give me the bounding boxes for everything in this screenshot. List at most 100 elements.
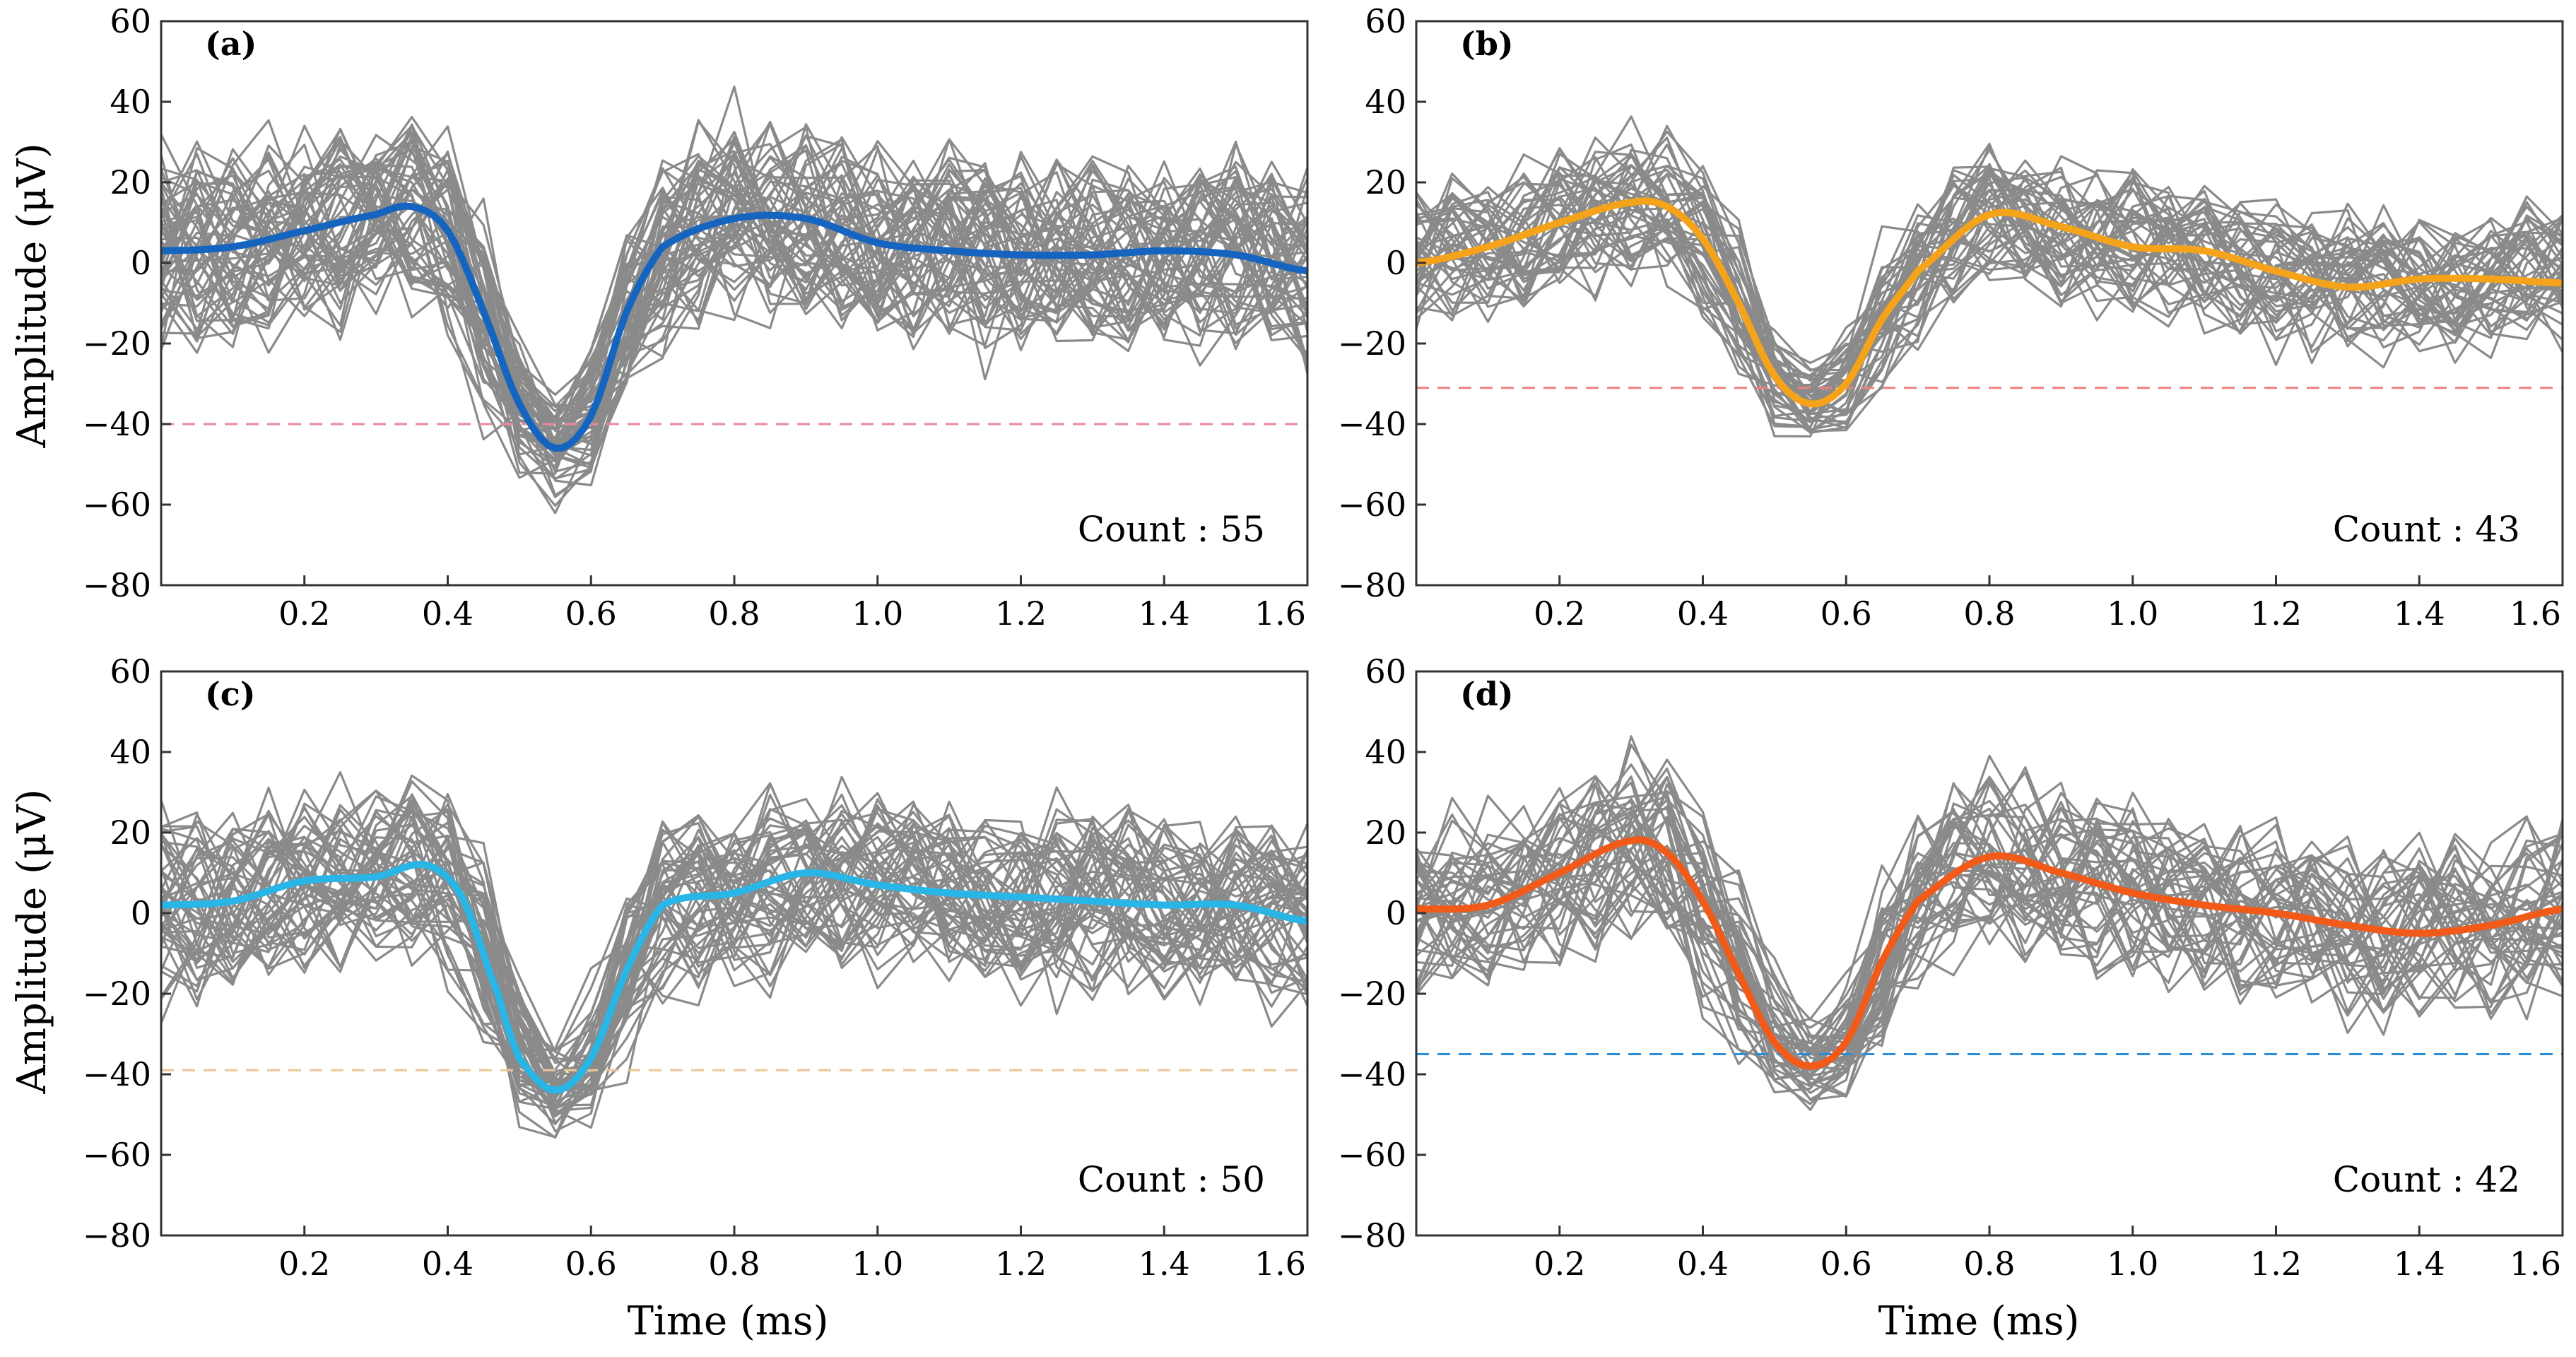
y-tick-label-d: −20 [1338, 975, 1406, 1013]
x-axis-title-left: Time (ms) [628, 1298, 829, 1344]
trace-a-44 [161, 155, 1307, 469]
y-tick-label-b: 0 [1386, 244, 1406, 282]
y-tick-label-b: −40 [1338, 405, 1406, 443]
y-tick-label-d: 40 [1365, 733, 1406, 771]
y-tick-label-c: −60 [83, 1136, 151, 1174]
y-tick-label-b: −80 [1338, 566, 1406, 604]
trace-c-46 [161, 808, 1307, 1088]
x-tick-label-d: 0.8 [1963, 1245, 2015, 1283]
x-tick-label-d: 0.2 [1534, 1245, 1585, 1283]
mean-waveform-a [161, 202, 1307, 452]
trace-d-33 [1416, 763, 2563, 1081]
x-tick-label-b: 0.2 [1534, 594, 1585, 633]
y-tick-label-c: 0 [131, 894, 151, 932]
trace-a-30 [161, 119, 1307, 481]
x-tick-label-c: 0.4 [422, 1245, 474, 1283]
panels: 60 40 20 0 −20 −40 −60 −80 0.2 0.4 0.6 0.8 1.0 1.2 1.4… [83, 2, 2564, 1283]
trace-a-48 [161, 138, 1307, 422]
y-tick-label-d: 20 [1365, 813, 1406, 852]
trace-d-22 [1416, 782, 2563, 1050]
x-axis-title-right: Time (ms) [1878, 1298, 2080, 1344]
count-label-d: Count : 42 [2333, 1159, 2520, 1200]
trace-c-45 [161, 789, 1307, 1054]
y-axis-title-bottom: Amplitude (μV) [9, 789, 55, 1094]
trace-group-a [161, 86, 1307, 515]
y-tick-label-a: −60 [83, 486, 151, 524]
trace-d-40 [1416, 783, 2563, 1105]
trace-b-41 [1416, 148, 2563, 402]
trace-a-41 [161, 120, 1307, 408]
x-tick-label-d: 1.4 [2394, 1245, 2445, 1283]
x-tick-label-b: 1.4 [2394, 594, 2445, 633]
trace-c-34 [161, 808, 1307, 1091]
trace-b-10 [1416, 163, 2563, 434]
y-axis-title-top: Amplitude (μV) [9, 143, 55, 448]
trace-d-38 [1416, 775, 2563, 1044]
y-tick-label-a: 20 [110, 163, 151, 201]
trace-a-54 [161, 149, 1307, 450]
panel-c: 60 40 20 0 −20 −40 −60 −80 0.2 0.4 0.6 0.8 1.0 1.2 1.4… [83, 652, 1309, 1283]
y-tick-label-b: 40 [1365, 83, 1406, 121]
trace-c-43 [161, 830, 1307, 1117]
x-tick-label-b: 0.4 [1677, 594, 1729, 633]
trace-d-20 [1416, 768, 2563, 1094]
trace-group-d [1416, 735, 2563, 1111]
trace-c-24 [161, 817, 1307, 1110]
y-tick-label-a: 0 [131, 244, 151, 282]
y-tick-label-a: −80 [83, 566, 151, 604]
panel-b: 60 40 20 0 −20 −40 −60 −80 0.2 0.4 0.6 0.8 1.0 1.2 1.4… [1338, 2, 2564, 633]
trace-c-48 [161, 792, 1307, 1060]
y-tick-label-b: −20 [1338, 324, 1406, 363]
trace-b-43 [1416, 156, 2563, 425]
trace-group-c [161, 771, 1307, 1139]
x-tick-label-a: 0.8 [708, 594, 760, 633]
trace-b-21 [1416, 145, 2563, 406]
y-tick-label-d: −40 [1338, 1055, 1406, 1093]
trace-a-32 [161, 129, 1307, 454]
x-tick-label-d: 0.6 [1821, 1245, 1872, 1283]
trace-c-33 [161, 771, 1307, 1091]
y-tick-label-d: −60 [1338, 1136, 1406, 1174]
trace-d-42 [1416, 805, 2563, 1077]
mean-waveform-c [161, 860, 1307, 1094]
x-tick-label-c: 0.6 [565, 1245, 617, 1283]
y-tick-label-a: −40 [83, 405, 151, 443]
mean-waveform-b [1416, 197, 2563, 408]
x-tick-label-a: 1.2 [995, 594, 1047, 633]
trace-a-34 [161, 156, 1307, 463]
trace-d-28 [1416, 795, 2563, 1105]
y-tick-label-c: 60 [110, 652, 151, 691]
trace-c-17 [161, 804, 1307, 1064]
plot-frame-b [1415, 20, 2564, 587]
x-tick-label-c: 0.8 [708, 1245, 760, 1283]
trace-d-31 [1416, 782, 2563, 1040]
panel-label-a: (a) [205, 25, 257, 63]
y-tick-label-d: 0 [1386, 894, 1406, 932]
trace-b-36 [1416, 155, 2563, 434]
x-tick-label-d: 0.4 [1677, 1245, 1729, 1283]
panel-d: 60 40 20 0 −20 −40 −60 −80 0.2 0.4 0.6 0.8 1.0 1.2 1.4… [1338, 652, 2564, 1283]
trace-c-38 [161, 789, 1307, 1052]
count-label-b: Count : 43 [2333, 509, 2520, 550]
x-tick-label-c: 1.4 [1139, 1245, 1190, 1283]
plot-frame-a [160, 20, 1309, 587]
y-tick-label-b: 20 [1365, 163, 1406, 201]
x-tick-label-c: 1.0 [852, 1245, 903, 1283]
trace-a-55 [161, 147, 1307, 445]
trace-a-49 [161, 143, 1307, 429]
x-tick-label-b: 1.0 [2107, 594, 2158, 633]
x-tick-label-b: 1.2 [2250, 594, 2302, 633]
x-tick-label-c: 1.2 [995, 1245, 1047, 1283]
trace-b-39 [1416, 166, 2563, 430]
x-tick-label-d: 1.6 [2510, 1245, 2561, 1283]
trace-c-50 [161, 794, 1307, 1100]
panel-label-c: (c) [205, 675, 256, 713]
trace-a-45 [161, 123, 1307, 440]
y-tick-label-c: 20 [110, 813, 151, 852]
x-tick-label-b: 0.8 [1963, 594, 2015, 633]
count-label-a: Count : 55 [1078, 509, 1265, 550]
y-tick-label-b: 60 [1365, 2, 1406, 40]
y-tick-label-a: 60 [110, 2, 151, 40]
y-tick-label-c: 40 [110, 733, 151, 771]
